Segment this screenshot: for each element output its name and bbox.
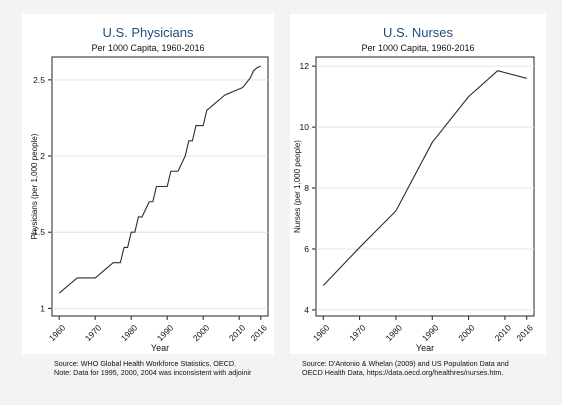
nurses-y-tick-label: 6 bbox=[304, 244, 309, 254]
physicians-y-tick-label: 1 bbox=[40, 303, 45, 313]
nurses-y-tick-label: 4 bbox=[304, 305, 309, 315]
physicians-source-line-1: Source: WHO Global Health Workforce Stat… bbox=[54, 359, 237, 368]
physicians-title: U.S. Physicians bbox=[102, 25, 194, 40]
physicians-series-line bbox=[58, 65, 262, 294]
physicians-y-axis-label: Physicians (per 1,000 people) bbox=[30, 133, 39, 239]
nurses-plot-area bbox=[315, 56, 535, 317]
physicians-y-tick-label: 2 bbox=[40, 151, 45, 161]
nurses-source-line-1: Source: D'Antonio & Whelan (2009) and US… bbox=[302, 359, 509, 368]
physicians-source-line-2: Note: Data for 1995, 2000, 2004 was inco… bbox=[54, 367, 252, 377]
nurses-y-tick-label: 8 bbox=[304, 183, 309, 193]
physicians-subtitle: Per 1000 Capita, 1960-2016 bbox=[91, 43, 204, 53]
nurses-source-line-2: OECD Health Data, https://data.oecd.org/… bbox=[302, 367, 504, 377]
physicians-y-tick-label: 2.5 bbox=[33, 75, 45, 85]
physicians-x-axis-label: Year bbox=[151, 343, 169, 353]
physicians-y-tick-label: 1.5 bbox=[33, 227, 45, 237]
physicians-source-note: Source: WHO Global Health Workforce Stat… bbox=[54, 359, 252, 377]
nurses-x-axis-label: Year bbox=[416, 343, 434, 353]
nurses-y-axis-label: Nurses (per 1,000 people) bbox=[293, 140, 302, 233]
nurses-y-tick-label: 10 bbox=[300, 122, 310, 132]
nurses-source-note: Source: D'Antonio & Whelan (2009) and US… bbox=[302, 359, 509, 377]
nurses-y-tick-label: 12 bbox=[300, 61, 310, 71]
nurses-title: U.S. Nurses bbox=[383, 25, 454, 40]
nurses-series-line bbox=[322, 70, 527, 286]
nurses-subtitle: Per 1000 Capita, 1960-2016 bbox=[361, 43, 474, 53]
